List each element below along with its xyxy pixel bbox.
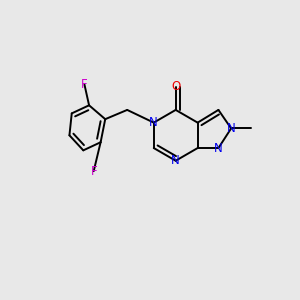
Text: O: O xyxy=(171,80,180,93)
Text: N: N xyxy=(171,154,180,167)
Text: N: N xyxy=(227,122,236,135)
Text: N: N xyxy=(149,116,158,129)
Text: N: N xyxy=(214,142,223,154)
Text: F: F xyxy=(81,78,88,91)
Text: F: F xyxy=(90,165,97,178)
